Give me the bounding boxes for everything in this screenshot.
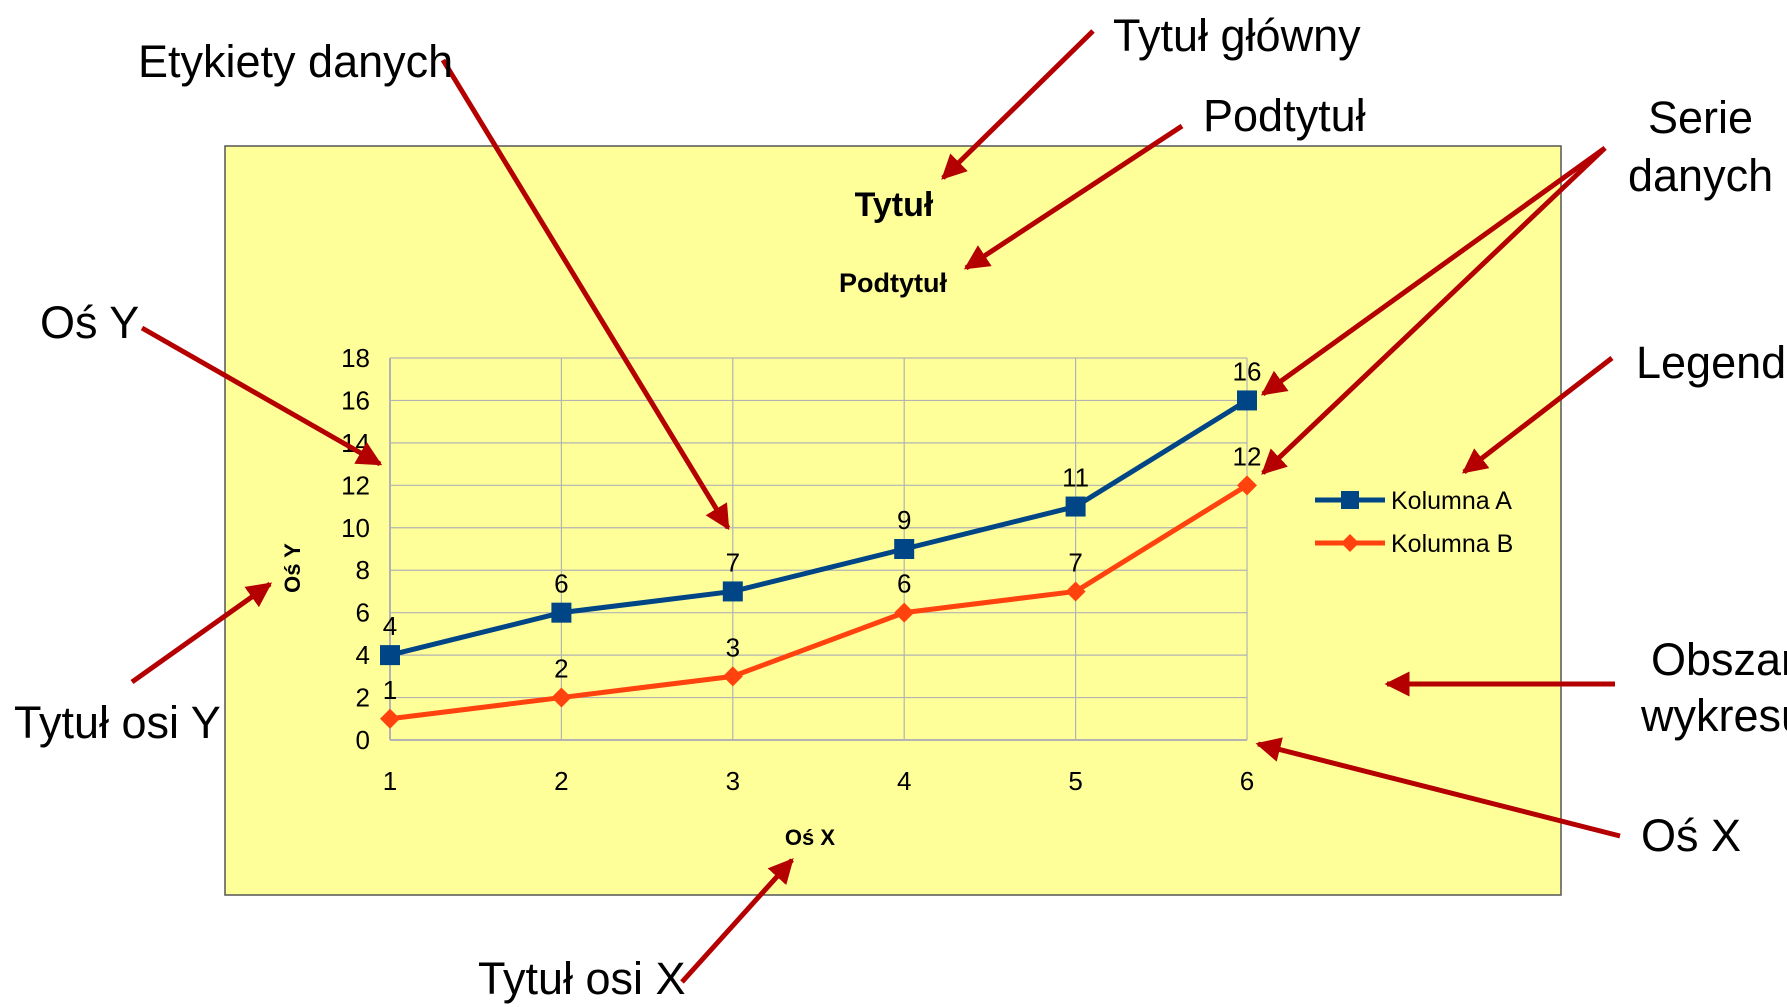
- chart-title: Tytuł: [855, 186, 934, 224]
- annotation-data-labels: Etykiety danych: [138, 36, 454, 87]
- chart-background: [224, 145, 1562, 896]
- series-a-point: [380, 645, 400, 666]
- data-label-b: 3: [726, 632, 740, 662]
- legend-label: Kolumna A: [1391, 487, 1512, 515]
- y-tick-label: 12: [341, 470, 370, 500]
- arrow-main-title: [941, 29, 1095, 180]
- x-tick-label: 6: [1240, 766, 1254, 796]
- y-tick-label: 10: [341, 513, 370, 543]
- series-b-point: [894, 602, 915, 623]
- x-axis-title: Oś X: [785, 825, 835, 850]
- series-line-b: [389, 483, 1249, 722]
- arrow-axis-x-title: [680, 858, 794, 984]
- annotation-axis-y: Oś Y: [40, 297, 140, 348]
- data-label-a: 6: [554, 569, 568, 599]
- legend: Kolumna A Kolumna B: [1315, 487, 1513, 558]
- chart-subtitle: Podtytuł: [839, 268, 947, 298]
- series-a-point: [1237, 390, 1257, 411]
- annotation-plot-area-2: wykresu: [1641, 690, 1787, 741]
- x-tick-label: 4: [897, 766, 911, 796]
- y-axis-title: Oś Y: [280, 543, 305, 593]
- x-tick-label: 1: [383, 766, 397, 796]
- series-b-point: [1237, 475, 1257, 496]
- data-label-a: 11: [1062, 463, 1089, 493]
- annotation-data-series-1: Serie: [1648, 92, 1754, 143]
- arrow-data-labels: [440, 58, 731, 531]
- y-tick-label: 2: [356, 683, 370, 713]
- data-label-b: 1: [383, 675, 397, 705]
- arrow-series-a: [1260, 145, 1607, 397]
- x-tick-label: 2: [554, 766, 568, 796]
- data-label-b: 7: [1068, 547, 1082, 577]
- y-tick-label: 6: [356, 598, 370, 628]
- data-label-a: 9: [897, 505, 911, 535]
- arrow-axis-y: [140, 325, 383, 467]
- series-a-point: [722, 581, 743, 602]
- x-tick-label: 3: [726, 766, 740, 796]
- y-tick-label: 8: [356, 555, 370, 585]
- legend-marker-square: [1341, 491, 1359, 509]
- arrow-axis-y-title: [130, 581, 273, 685]
- annotation-main-title: Tytuł główny: [1113, 10, 1361, 61]
- series-b-point: [1065, 581, 1086, 602]
- arrow-series-b: [1261, 146, 1607, 475]
- annotation-axis-x-title: Tytuł osi X: [478, 953, 686, 1004]
- x-tick-label: 5: [1068, 766, 1082, 796]
- data-label-a: 7: [726, 547, 740, 577]
- series-a-point: [894, 539, 915, 559]
- arrow-legend: [1462, 356, 1614, 474]
- legend-marker-diamond: [1341, 534, 1359, 552]
- annotation-axis-x: Oś X: [1641, 810, 1742, 861]
- annotation-arrows: [130, 29, 1621, 984]
- arrow-axis-x: [1255, 737, 1621, 839]
- series-line-a: [389, 398, 1249, 658]
- annotation-subtitle: Podtytuł: [1203, 90, 1366, 141]
- data-label-a: 4: [383, 611, 397, 641]
- arrow-subtitle: [963, 123, 1184, 271]
- y-tick-label: 4: [356, 640, 370, 670]
- series-a-point: [551, 602, 572, 623]
- legend-label: Kolumna B: [1391, 530, 1513, 558]
- annotation-axis-y-title: Tytuł osi Y: [14, 697, 221, 748]
- y-tick-label: 16: [341, 385, 370, 415]
- data-label-a: 16: [1233, 356, 1262, 386]
- annotation-data-series-2: danych: [1628, 150, 1774, 201]
- annotation-plot-area-1: Obszar: [1651, 634, 1787, 685]
- data-label-b: 6: [897, 569, 911, 599]
- y-tick-label: 18: [341, 343, 370, 373]
- series-b-point: [551, 687, 572, 708]
- annotation-legend: Legenda: [1636, 337, 1787, 388]
- series-b-point: [380, 708, 400, 729]
- series-a-point: [1065, 496, 1086, 517]
- data-label-b: 2: [554, 654, 568, 684]
- data-label-b: 12: [1233, 441, 1262, 471]
- series-b-point: [722, 666, 743, 687]
- y-tick-label: 0: [356, 725, 370, 755]
